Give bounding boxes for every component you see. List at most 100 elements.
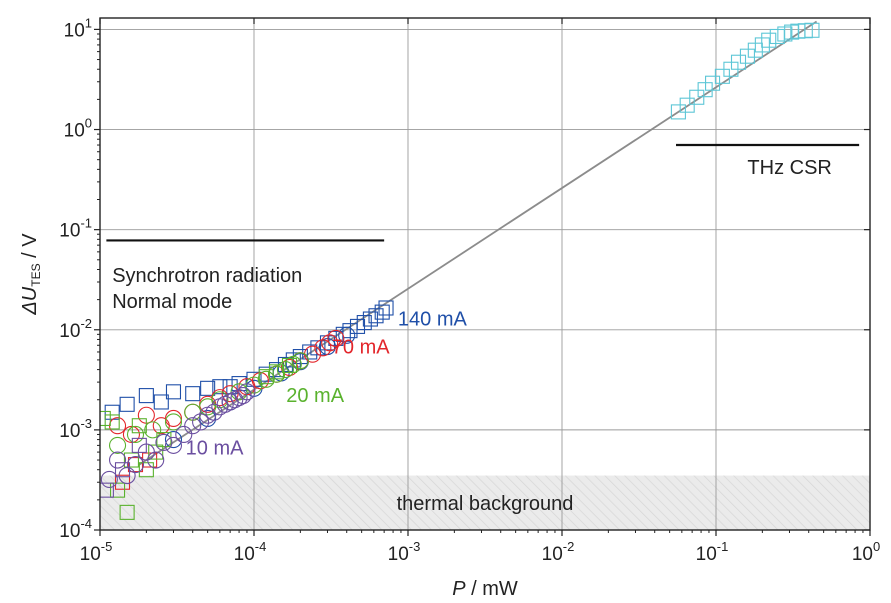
- circle-point-10-ma: [126, 456, 145, 474]
- y-tick-exp: -4: [80, 516, 92, 531]
- y-axis-label-unit: / V: [19, 233, 41, 264]
- y-tick-base: 10: [64, 121, 85, 142]
- square-point-20-ma: [109, 482, 126, 498]
- square-point-20-ma: [281, 357, 298, 374]
- circle-point-10-ma: [234, 387, 252, 405]
- series-labels: 140 mA 70 mA 20 mA 10 mA: [186, 309, 468, 460]
- x-tick-base: 10: [80, 544, 101, 565]
- circle-point-20-ma: [144, 421, 162, 439]
- annotation-text: Normal mode: [112, 291, 232, 313]
- x-axis-label: P / mW: [452, 578, 518, 600]
- x-axis-label-unit: / mW: [466, 578, 518, 600]
- y-tick-label: 10-3: [59, 416, 92, 442]
- x-tick-base: 10: [696, 544, 717, 565]
- square-point-thz-csr: [730, 54, 747, 70]
- thermal-background-label: thermal background: [397, 493, 574, 515]
- square-point-thz-csr: [739, 48, 755, 64]
- circle-point-70-ma: [251, 372, 269, 390]
- fit-line: [138, 20, 818, 466]
- square-point-140-ma: [185, 386, 201, 402]
- x-axis-label-var: P: [452, 578, 466, 600]
- y-tick-base: 10: [59, 221, 80, 242]
- square-point-thz-csr: [761, 32, 777, 48]
- square-point-20-ma: [148, 444, 164, 460]
- circle-point-20-ma: [211, 391, 229, 409]
- circle-point-70-ma: [327, 329, 345, 347]
- y-tick-base: 10: [59, 321, 80, 342]
- square-point-140-ma: [302, 344, 318, 360]
- x-tick-exp: 0: [873, 539, 880, 554]
- annotation-text: THz CSR: [747, 157, 831, 179]
- square-point-10-ma: [131, 437, 147, 453]
- circle-point-140-ma: [164, 431, 183, 449]
- circle-point-10-ma: [192, 413, 210, 431]
- square-point-140-ma: [368, 308, 384, 324]
- series-label: 140 mA: [398, 309, 468, 331]
- y-axis-label-var: ΔU: [19, 286, 41, 315]
- square-point-140-ma: [374, 304, 390, 320]
- y-axis-label-sub: TES: [29, 263, 43, 286]
- x-tick-base: 10: [388, 544, 409, 565]
- y-tick-exp: -3: [80, 416, 92, 431]
- data-marks: [100, 22, 820, 520]
- square-point-140-ma: [165, 384, 182, 400]
- circle-point-20-ma: [126, 425, 145, 444]
- y-tick-base: 10: [59, 421, 80, 442]
- x-tick-base: 10: [542, 544, 563, 565]
- circle-point-10-ma: [164, 436, 183, 454]
- square-point-thz-csr: [754, 37, 770, 53]
- circle-point-10-ma: [118, 466, 136, 485]
- square-point-140-ma: [200, 380, 216, 396]
- circle-point-20-ma: [291, 352, 309, 370]
- x-tick-label: 10-2: [542, 539, 575, 565]
- x-tick-exp: -2: [563, 539, 575, 554]
- square-point-10-ma: [100, 482, 114, 498]
- thermal-background-band: [100, 475, 870, 530]
- circle-point-10-ma: [175, 425, 193, 444]
- square-point-140-ma: [378, 300, 394, 316]
- circle-point-10-ma: [147, 451, 165, 469]
- circle-point-20-ma: [257, 370, 275, 388]
- x-tick-label: 10-1: [696, 539, 729, 565]
- annotation-bars: [106, 143, 860, 242]
- grid-lines: [100, 18, 870, 530]
- square-point-140-ma: [310, 340, 326, 356]
- y-axis-label: ΔUTES / V: [19, 233, 43, 316]
- x-tick-exp: -1: [717, 539, 729, 554]
- x-tick-exp: -3: [409, 539, 421, 554]
- y-tick-exp: 1: [85, 15, 92, 30]
- x-tick-label: 10-4: [234, 539, 267, 565]
- y-tick-label: 101: [64, 15, 92, 41]
- circle-point-20-ma: [267, 365, 286, 383]
- square-point-140-ma: [153, 394, 169, 410]
- x-tick-label: 100: [852, 539, 880, 565]
- circle-point-70-ma: [321, 334, 339, 352]
- y-tick-exp: 0: [85, 116, 92, 131]
- square-point-20-ma: [119, 504, 135, 520]
- axis-ticks: [94, 18, 871, 536]
- y-tick-label: 10-1: [59, 216, 92, 242]
- y-tick-label: 10-4: [59, 516, 92, 542]
- series-label: 20 mA: [286, 385, 344, 407]
- square-point-thz-csr: [679, 97, 695, 113]
- annotation-texts: Synchrotron radiation Normal mode THz CSR: [112, 157, 832, 313]
- series-label: 10 mA: [186, 437, 244, 459]
- circle-point-20-ma: [245, 376, 263, 394]
- y-tick-exp: -1: [80, 216, 92, 231]
- circle-point-70-ma: [164, 409, 183, 428]
- square-point-20-ma: [131, 418, 147, 434]
- square-point-140-ma: [104, 404, 120, 420]
- annotation-text: Synchrotron radiation: [112, 265, 302, 287]
- series-label: 70 mA: [332, 336, 390, 358]
- circle-point-20-ma: [164, 413, 183, 431]
- circle-point-70-ma: [122, 425, 140, 444]
- circle-point-20-ma: [108, 436, 127, 454]
- x-tick-base: 10: [852, 544, 873, 565]
- square-point-thz-csr: [689, 89, 705, 105]
- square-point-20-ma: [138, 462, 154, 478]
- x-tick-label: 10-5: [80, 539, 113, 565]
- square-point-20-ma: [100, 410, 111, 427]
- y-tick-base: 10: [64, 20, 85, 41]
- circle-point-10-ma: [226, 391, 244, 409]
